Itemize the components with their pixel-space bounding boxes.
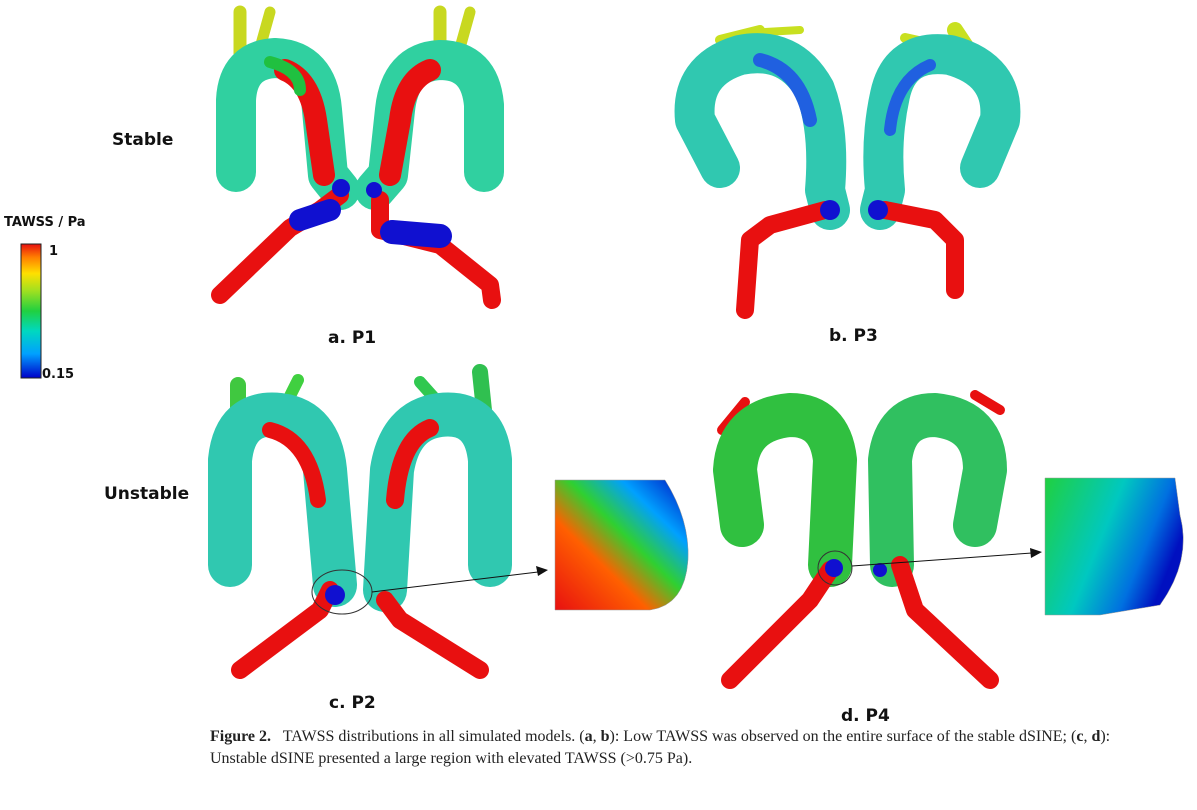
row-label-stable: Stable (112, 130, 174, 150)
figure-caption: Figure 2. TAWSS distributions in all sim… (210, 726, 1170, 770)
zoom-arrow-c (371, 571, 539, 593)
row-label-unstable: Unstable (104, 484, 190, 504)
caption-text-1: TAWSS distributions in all simulated mod… (282, 728, 585, 745)
zoom-arrowhead-c (536, 566, 548, 576)
zoom-inset-c (554, 479, 689, 611)
panel-label-d: d. P4 (841, 706, 890, 726)
caption-ref-d: d (1091, 728, 1101, 745)
panel-label-b: b. P3 (829, 326, 878, 346)
zoom-arrowhead-d (1030, 548, 1042, 558)
caption-ref-b: b (600, 728, 610, 745)
caption-text-2: ): Low TAWSS was observed on the entire … (609, 728, 1077, 745)
colorbar-min-label: 0.15 (42, 367, 75, 382)
colorbar-max-label: 1 (49, 244, 59, 259)
panel-d-p4-model (713, 390, 1007, 689)
caption-text-3: ): Unstable dSINE presented a large regi… (210, 728, 1111, 767)
panel-label-a: a. P1 (328, 328, 377, 348)
panel-a-p1-model (211, 5, 504, 309)
caption-ref-a: a (584, 728, 593, 745)
colorbar-title: TAWSS / Pa (4, 215, 86, 230)
zoom-inset-d (1044, 477, 1184, 616)
caption-ref-c: c (1076, 728, 1084, 745)
colorbar (20, 243, 42, 379)
zoom-arrow-d (851, 552, 1033, 567)
panel-b-p3-model (674, 22, 1021, 319)
panel-label-c: c. P2 (329, 693, 376, 713)
caption-sep-1: , (592, 728, 601, 745)
caption-figure-label: Figure 2. (210, 728, 272, 745)
caption-sep-2: , (1083, 728, 1092, 745)
panel-c-p2-model (208, 364, 512, 679)
colorbar-gradient (20, 243, 42, 379)
